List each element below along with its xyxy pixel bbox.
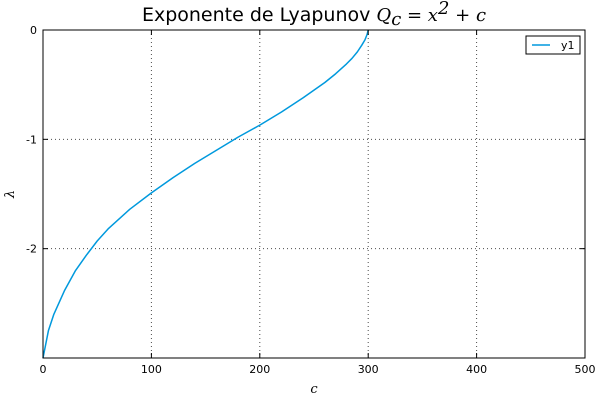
chart-title-math-end: + c bbox=[449, 5, 486, 26]
chart-title-text: Exponente de Lyapunov bbox=[142, 4, 376, 26]
grid-lines bbox=[43, 30, 585, 358]
chart-title-math-q: Q bbox=[376, 5, 391, 26]
legend: y1 bbox=[525, 35, 581, 55]
chart-title: Exponente de Lyapunov Qc = x2 + c bbox=[142, 0, 486, 30]
legend-box bbox=[525, 35, 581, 55]
y-tick-label: -1 bbox=[26, 133, 37, 146]
series-layer bbox=[42, 29, 369, 359]
x-tick-label: 500 bbox=[575, 363, 596, 376]
tick-labels: 0 100 200 300 400 500 0 -1 -2 bbox=[26, 24, 595, 376]
tick-marks bbox=[42, 29, 586, 358]
y-tick-label: -2 bbox=[26, 243, 37, 256]
y-axis-label: λ bbox=[3, 190, 18, 199]
series-line-y1 bbox=[42, 29, 369, 359]
chart-title-math-sup: 2 bbox=[437, 0, 449, 19]
x-tick-label: 0 bbox=[40, 363, 47, 376]
y-tick-label: 0 bbox=[30, 24, 37, 37]
x-tick-label: 200 bbox=[249, 363, 270, 376]
chart-title-math-sub: c bbox=[391, 9, 401, 30]
x-axis-label: c bbox=[310, 382, 318, 397]
plot-frame bbox=[42, 29, 586, 359]
x-tick-label: 400 bbox=[466, 363, 487, 376]
legend-label-y1: y1 bbox=[561, 39, 575, 52]
x-tick-label: 300 bbox=[358, 363, 379, 376]
x-tick-label: 100 bbox=[141, 363, 162, 376]
chart-title-math-rest: = x bbox=[401, 5, 438, 26]
